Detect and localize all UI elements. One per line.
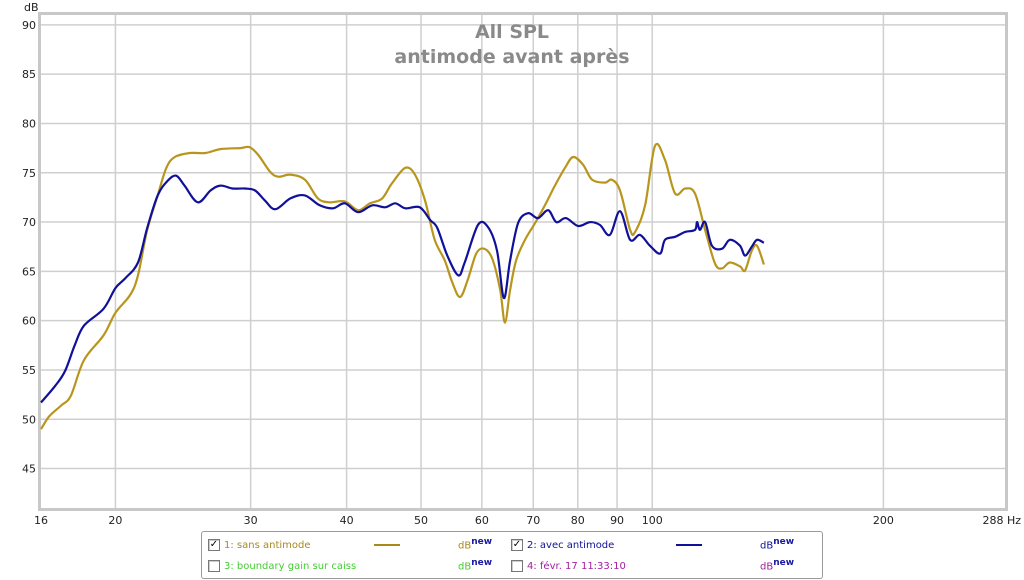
- legend-label: 4: févr. 17 11:33:10: [527, 560, 626, 572]
- chart-subtitle: antimode avant après: [394, 46, 629, 68]
- y-tick-label: 85: [22, 68, 36, 81]
- legend-item-1[interactable]: ✓ 1: sans antimode: [208, 535, 311, 555]
- y-tick-label: 55: [22, 364, 36, 377]
- legend-label: 2: avec antimode: [527, 539, 615, 551]
- x-tick-label: 80: [571, 514, 585, 527]
- y-axis-label: dB: [24, 1, 39, 14]
- x-tick-label: 20: [108, 514, 122, 527]
- x-tick-label: 90: [610, 514, 624, 527]
- legend-item-3[interactable]: 3: boundary gain sur caiss: [208, 556, 356, 576]
- unit-text: dB: [760, 561, 774, 573]
- chart-title: All SPL: [475, 21, 549, 43]
- legend-checkbox-3[interactable]: [208, 560, 220, 572]
- series-line-1: [40, 142, 765, 430]
- x-tick-label: 200: [873, 514, 894, 527]
- y-tick-label: 75: [22, 167, 36, 180]
- unit-text: dB: [760, 540, 774, 552]
- unit-sup: new: [773, 537, 795, 547]
- legend-row: 3: boundary gain sur caiss dBnew 4: févr…: [202, 556, 822, 576]
- legend-line-swatch: [374, 544, 400, 546]
- legend-label: 3: boundary gain sur caiss: [224, 560, 357, 572]
- y-tick-label: 60: [22, 315, 36, 328]
- spl-chart: 45 50 55 60 65 70 75 80 85 90 16 20 30 40 50 60 70 80 90 10…: [22, 1, 1021, 527]
- x-tick-label: 40: [340, 514, 354, 527]
- legend-item-2[interactable]: ✓ 2: avec antimode: [511, 535, 614, 555]
- legend-row: ✓ 1: sans antimode dBnew ✓ 2: avec antim…: [202, 535, 822, 555]
- x-tick-label: 100: [642, 514, 663, 527]
- legend: ✓ 1: sans antimode dBnew ✓ 2: avec antim…: [201, 531, 823, 579]
- legend-line-swatch: [676, 544, 702, 546]
- legend-label: 1: sans antimode: [224, 539, 311, 551]
- unit-sup: new: [773, 558, 795, 568]
- unit-text: dB: [458, 561, 472, 573]
- x-tick-label: 288 Hz: [982, 514, 1021, 527]
- legend-unit-button[interactable]: dBnew: [760, 558, 794, 572]
- legend-unit-button[interactable]: dBnew: [458, 537, 492, 551]
- legend-checkbox-1[interactable]: ✓: [208, 539, 220, 551]
- legend-item-4[interactable]: 4: févr. 17 11:33:10: [511, 556, 626, 576]
- legend-unit-button[interactable]: dBnew: [760, 537, 794, 551]
- y-tick-label: 70: [22, 216, 36, 229]
- x-tick-label: 60: [475, 514, 489, 527]
- y-tick-label: 80: [22, 117, 36, 130]
- y-tick-label: 65: [22, 265, 36, 278]
- x-tick-label: 16: [34, 514, 48, 527]
- plot-area: [41, 15, 1005, 508]
- x-tick-label: 70: [526, 514, 540, 527]
- unit-sup: new: [471, 537, 493, 547]
- legend-unit-button[interactable]: dBnew: [458, 558, 492, 572]
- series-line-2: [40, 174, 765, 404]
- unit-text: dB: [458, 540, 472, 552]
- x-tick-label: 50: [414, 514, 428, 527]
- x-tick-label: 30: [244, 514, 258, 527]
- y-tick-label: 90: [22, 19, 36, 32]
- y-tick-label: 50: [22, 413, 36, 426]
- y-tick-label: 45: [22, 463, 36, 476]
- legend-checkbox-4[interactable]: [511, 560, 523, 572]
- unit-sup: new: [471, 558, 493, 568]
- legend-checkbox-2[interactable]: ✓: [511, 539, 523, 551]
